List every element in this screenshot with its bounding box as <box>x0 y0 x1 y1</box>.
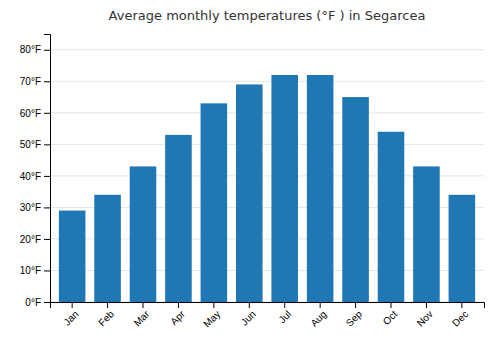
tick: 50°F <box>20 139 50 150</box>
tick: 40°F <box>20 171 50 182</box>
tick-label: May <box>201 308 222 329</box>
title: Average monthly temperatures (°F ) in Se… <box>109 8 426 23</box>
tick: 20°F <box>20 234 50 245</box>
tick: 80°F <box>20 44 50 55</box>
tick-label: Mar <box>132 308 152 328</box>
tick-label: Dec <box>450 308 470 328</box>
bar <box>165 135 192 302</box>
tick-label: Feb <box>96 308 116 328</box>
y-axis: 0°F 10°F 20°F 30°F 40°F 50°F 60°F 70°F 80°F <box>20 35 51 308</box>
tick-mark <box>44 302 50 303</box>
tick-mark <box>320 302 321 308</box>
tick: May <box>201 302 222 330</box>
tick-label: 0°F <box>25 297 41 308</box>
tick: Jan <box>61 302 80 328</box>
bar <box>271 75 298 302</box>
tick-mark <box>44 113 50 114</box>
bars <box>59 75 475 302</box>
tick-mark <box>44 207 50 208</box>
plot: 0°F 10°F 20°F 30°F 40°F 50°F 60°F 70°F 80°F Jan Fe… <box>20 35 485 330</box>
tick: 10°F <box>20 265 50 276</box>
bar <box>236 84 263 302</box>
tick-label: Jun <box>239 308 258 327</box>
tick: Aug <box>308 302 328 329</box>
bar <box>449 195 476 302</box>
tick-label: Jan <box>61 308 80 327</box>
tick: Sep <box>344 302 365 329</box>
tick-label: Apr <box>168 308 187 327</box>
tick-label: 80°F <box>20 44 41 55</box>
bar <box>201 103 228 302</box>
bar <box>130 166 157 302</box>
tick-label: 70°F <box>20 76 41 87</box>
bar <box>94 195 121 302</box>
tick-label: 20°F <box>20 234 41 245</box>
tick: 60°F <box>20 108 50 119</box>
grid <box>50 50 484 302</box>
grid-line <box>50 49 484 50</box>
tick-mark <box>72 302 73 308</box>
tick: 30°F <box>20 202 50 213</box>
tick-mark <box>213 302 214 308</box>
tick-mark <box>249 302 250 308</box>
tick-label: 40°F <box>20 171 41 182</box>
tick-mark <box>178 302 179 308</box>
tick-label: 50°F <box>20 139 41 150</box>
tick: Mar <box>132 302 152 328</box>
axis-line <box>51 303 485 309</box>
tick: Jul <box>276 302 293 325</box>
tick: Oct <box>381 302 400 327</box>
tick: Jun <box>239 302 258 328</box>
tick-mark <box>284 302 285 308</box>
bar <box>413 166 440 302</box>
tick-mark <box>461 302 462 308</box>
tick-mark <box>44 81 50 82</box>
tick-mark <box>426 302 427 308</box>
tick-label: Nov <box>415 308 435 328</box>
tick-label: Aug <box>308 308 328 328</box>
bar <box>378 132 405 302</box>
tick-mark <box>44 270 50 271</box>
tick: Nov <box>415 302 435 329</box>
tick: Dec <box>450 302 470 329</box>
tick-label: 10°F <box>20 265 41 276</box>
axis-line <box>44 35 51 303</box>
x-axis: Jan Feb Mar Apr May Jun Jul Aug Sep Oct Nov Dec <box>51 302 485 330</box>
tick: 0°F <box>25 297 50 308</box>
tick-label: Jul <box>276 308 293 325</box>
tick-label: Sep <box>344 308 365 329</box>
chart: 0°F 10°F 20°F 30°F 40°F 50°F 60°F 70°F 80°F Jan Fe… <box>0 0 500 350</box>
tick-mark <box>143 302 144 308</box>
tick: 70°F <box>20 76 50 87</box>
grid-line <box>50 144 484 145</box>
tick-mark <box>107 302 108 308</box>
tick-label: 60°F <box>20 108 41 119</box>
tick-mark <box>44 176 50 177</box>
tick-mark <box>391 302 392 308</box>
bar <box>342 97 369 302</box>
tick-mark <box>355 302 356 308</box>
bar <box>59 211 86 302</box>
bar <box>307 75 334 302</box>
grid-line <box>50 81 484 82</box>
tick-mark <box>44 144 50 145</box>
tick: Feb <box>96 302 116 328</box>
tick-label: Oct <box>381 308 400 327</box>
tick-label: 30°F <box>20 202 41 213</box>
grid-line <box>50 112 484 113</box>
tick: Apr <box>168 302 187 327</box>
tick-mark <box>44 50 50 51</box>
tick-mark <box>44 239 50 240</box>
